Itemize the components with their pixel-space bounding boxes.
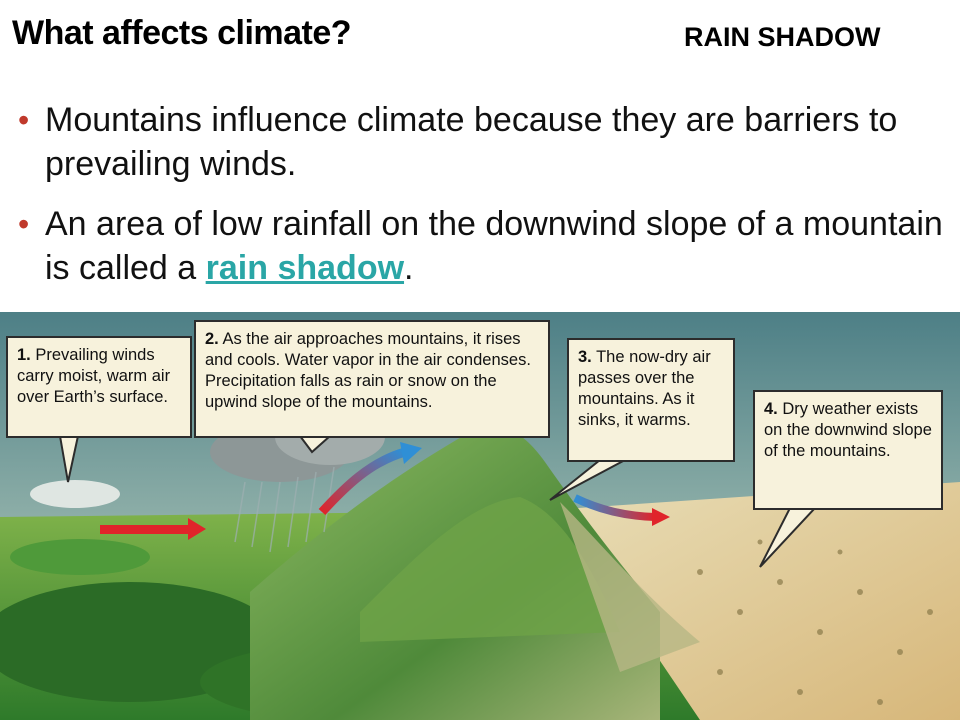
bullet-item: • An area of low rainfall on the downwin… — [18, 202, 948, 290]
bullet-text: An area of low rainfall on the downwind … — [45, 205, 943, 287]
mountain-ridge — [360, 497, 620, 642]
rain-shadow-link[interactable]: rain shadow — [205, 249, 405, 287]
forest — [10, 539, 150, 575]
callout-number: 3. — [578, 348, 592, 366]
callout-1: 1. Prevailing winds carry moist, warm ai… — [6, 336, 192, 438]
rain-streaks — [234, 466, 335, 553]
bullet-period: . — [404, 249, 414, 287]
warm-wind-arrow — [100, 518, 206, 540]
sinking-air-arrow — [573, 494, 670, 526]
rain-shadow-diagram: 1. Prevailing winds carry moist, warm ai… — [0, 312, 960, 722]
callout-2: 2. As the air approaches mountains, it r… — [194, 320, 550, 438]
bullet-text: Mountains influence climate because they… — [45, 101, 898, 183]
callout-number: 1. — [17, 346, 31, 364]
bullet-item: • Mountains influence climate because th… — [18, 98, 948, 186]
desert-shrubs — [697, 539, 933, 705]
callout-text: As the air approaches mountains, it rise… — [205, 330, 531, 411]
callout-3: 3. The now-dry air passes over the mount… — [567, 338, 735, 462]
callout-text: The now-dry air passes over the mountain… — [578, 348, 711, 429]
slide-tag: RAIN SHADOW — [684, 22, 881, 52]
bullet-list: • Mountains influence climate because th… — [18, 98, 948, 306]
bullet-icon: • — [18, 206, 30, 242]
cloud — [30, 480, 120, 508]
mountain-leeward — [560, 502, 700, 672]
callout-4: 4. Dry weather exists on the downwind sl… — [753, 390, 943, 510]
callout-number: 2. — [205, 330, 219, 348]
callout-text: Dry weather exists on the downwind slope… — [764, 400, 932, 460]
callout-text: Prevailing winds carry moist, warm air o… — [17, 346, 171, 406]
slide-title: What affects climate? — [12, 14, 352, 52]
bullet-icon: • — [18, 102, 30, 138]
callout-number: 4. — [764, 400, 778, 418]
rising-air-arrow — [318, 442, 422, 516]
